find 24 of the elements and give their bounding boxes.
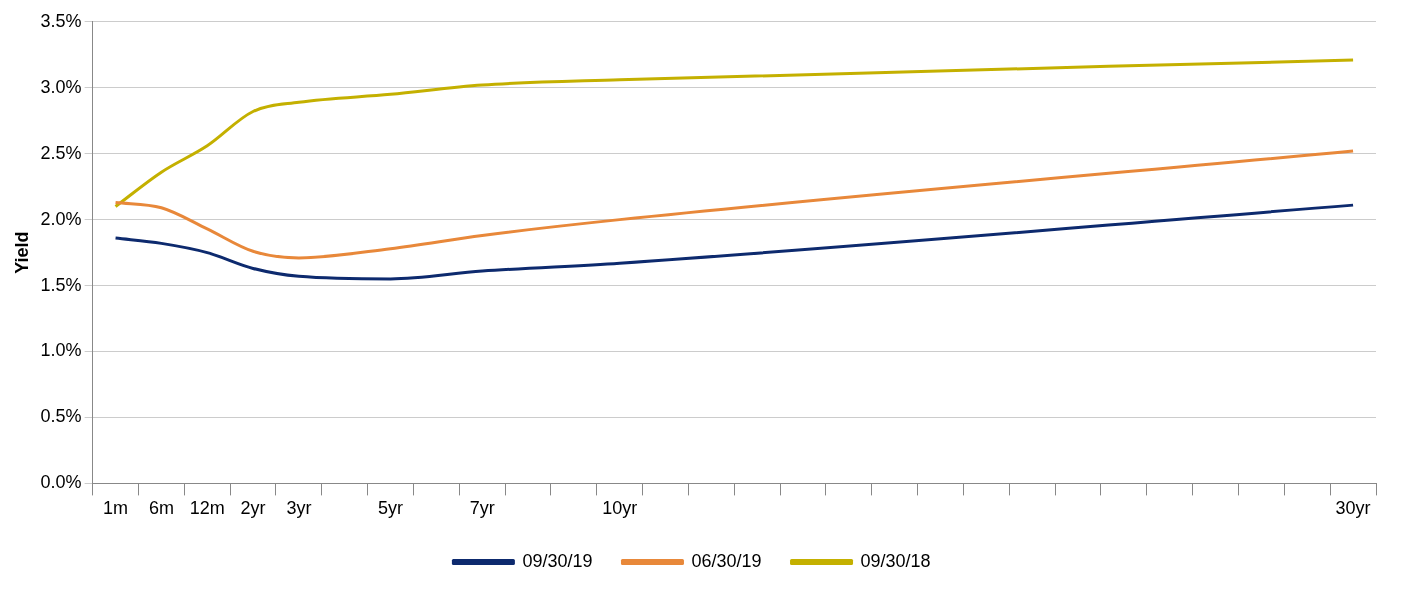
y-tick-label: 3.5% — [40, 10, 82, 31]
line-series — [114, 58, 1355, 208]
y-tick-label: 3.0% — [40, 76, 82, 97]
line-series — [114, 203, 1355, 281]
y-tick-label: 1.0% — [40, 340, 82, 361]
y-tick-label: 0.5% — [40, 406, 82, 427]
x-tick-label: 2yr — [240, 498, 266, 519]
x-tick-label: 1m — [103, 498, 129, 519]
line-series — [114, 149, 1355, 260]
legend-label: 09/30/18 — [860, 550, 931, 571]
x-tick-label: 30yr — [1335, 498, 1371, 519]
x-tick-label: 7yr — [469, 498, 495, 519]
x-tick-label: 12m — [189, 498, 225, 519]
y-tick-label: 2.5% — [40, 142, 82, 163]
legend-label: 09/30/19 — [522, 550, 593, 571]
y-tick-label: 2.0% — [40, 208, 82, 229]
y-axis-title: Yield — [11, 231, 32, 274]
x-tick-label: 10yr — [602, 498, 638, 519]
x-tick-label: 5yr — [378, 498, 404, 519]
legend-label: 06/30/19 — [691, 550, 762, 571]
x-tick-label: 3yr — [286, 498, 312, 519]
y-tick-label: 1.5% — [40, 274, 82, 295]
y-tick-label: 0.0% — [40, 472, 82, 493]
x-tick-label: 6m — [148, 498, 174, 519]
